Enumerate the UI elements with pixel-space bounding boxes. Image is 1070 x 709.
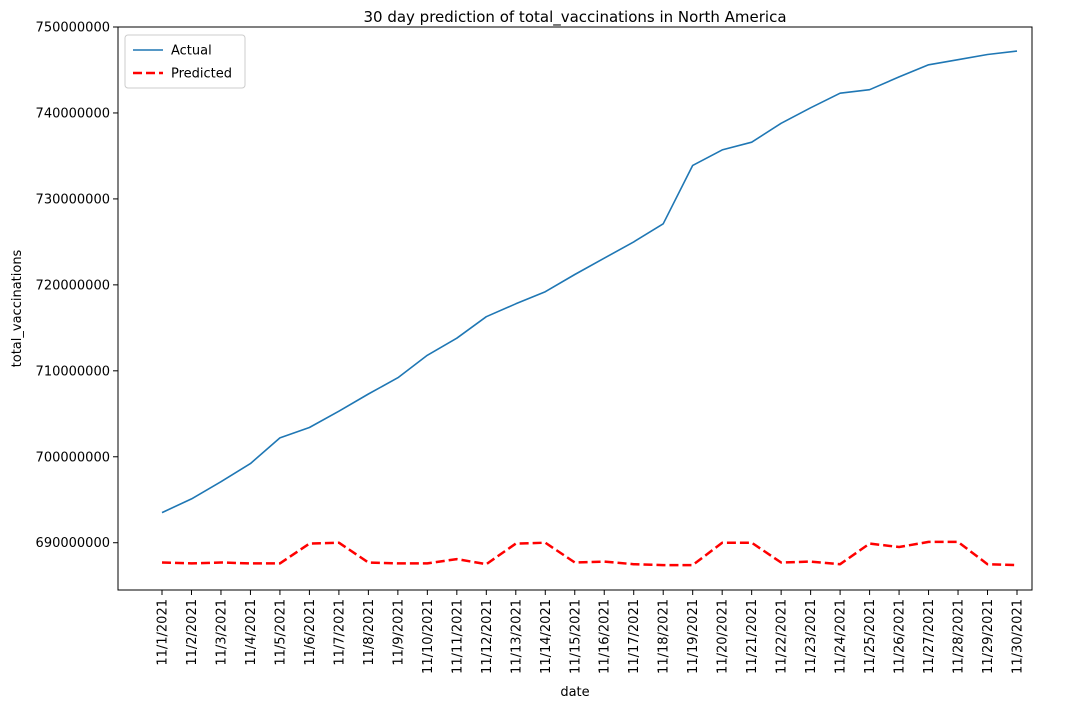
- x-tick-label: 11/10/2021: [421, 599, 436, 674]
- x-tick-label: 11/12/2021: [480, 599, 495, 674]
- x-tick-label: 11/13/2021: [509, 599, 524, 674]
- legend-label-actual: Actual: [171, 44, 212, 59]
- series-line-predicted: [161, 540, 1018, 567]
- legend-label-predicted: Predicted: [171, 67, 232, 82]
- y-tick-label: 710000000: [36, 364, 110, 379]
- x-tick-label: 11/8/2021: [362, 599, 377, 666]
- x-tick-label: 11/3/2021: [214, 599, 229, 666]
- x-tick-label: 11/18/2021: [657, 599, 672, 674]
- series-line-actual: [161, 50, 1018, 514]
- x-tick-label: 11/25/2021: [863, 599, 878, 674]
- y-tick-label: 690000000: [36, 536, 110, 551]
- x-axis-ticks: 11/1/2021 11/2/2021 11/3/2021 11/4/2021 11/5…: [156, 590, 1026, 674]
- x-tick-label: 11/4/2021: [244, 599, 259, 666]
- plot-area: [117, 26, 1033, 591]
- x-axis-label: date: [560, 685, 589, 700]
- x-tick-label: 11/19/2021: [686, 599, 701, 674]
- x-tick-label: 11/28/2021: [952, 599, 967, 674]
- x-tick-label: 11/24/2021: [834, 599, 849, 674]
- x-tick-label: 11/7/2021: [332, 599, 347, 666]
- x-tick-label: 11/26/2021: [893, 599, 908, 674]
- x-tick-label: 11/1/2021: [156, 599, 171, 666]
- x-tick-label: 11/17/2021: [627, 599, 642, 674]
- y-tick-label: 740000000: [36, 106, 110, 121]
- x-tick-label: 11/15/2021: [568, 599, 583, 674]
- legend-box: [124, 34, 246, 89]
- x-tick-label: 11/16/2021: [598, 599, 613, 674]
- x-tick-label: 11/14/2021: [539, 599, 554, 674]
- y-tick-label: 720000000: [36, 278, 110, 293]
- y-axis-label: total_vaccinations: [10, 249, 25, 367]
- x-tick-label: 11/9/2021: [391, 599, 406, 666]
- x-tick-label: 11/27/2021: [922, 599, 937, 674]
- y-axis-ticks: 690000000 700000000 710000000 720000000 7300…: [36, 21, 118, 551]
- x-tick-label: 11/30/2021: [1011, 599, 1026, 674]
- series-layer: [161, 50, 1018, 567]
- y-tick-label: 700000000: [36, 450, 110, 465]
- x-tick-label: 11/2/2021: [185, 599, 200, 666]
- y-tick-label: 730000000: [36, 192, 110, 207]
- x-tick-label: 11/5/2021: [273, 599, 288, 666]
- x-tick-label: 11/20/2021: [716, 599, 731, 674]
- x-tick-label: 11/11/2021: [450, 599, 465, 674]
- x-tick-label: 11/22/2021: [775, 599, 790, 674]
- chart-title: 30 day prediction of total_vaccinations …: [363, 8, 786, 27]
- x-tick-label: 11/21/2021: [745, 599, 760, 674]
- x-tick-label: 11/6/2021: [303, 599, 318, 666]
- legend: Actual Predicted: [124, 34, 246, 89]
- plot-frame: [117, 26, 1033, 591]
- x-tick-label: 11/23/2021: [804, 599, 819, 674]
- y-tick-label: 750000000: [36, 21, 110, 36]
- x-tick-label: 11/29/2021: [981, 599, 996, 674]
